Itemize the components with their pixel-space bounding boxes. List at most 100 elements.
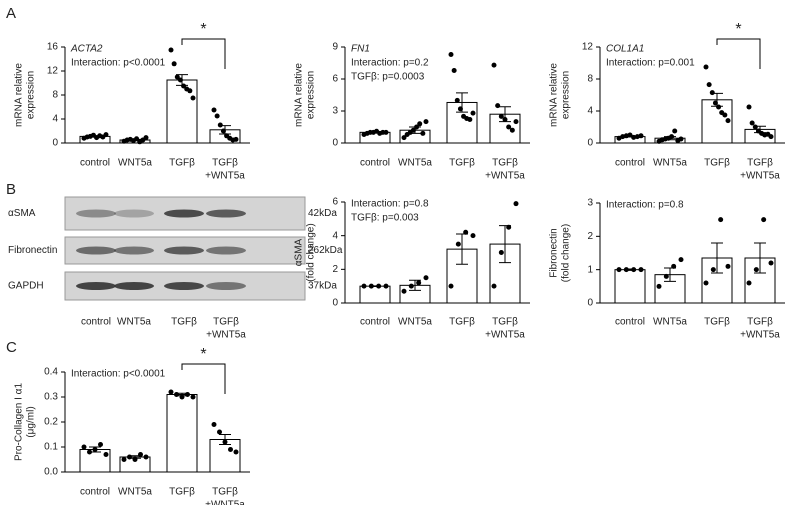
data-point [217,429,222,435]
data-point [638,267,644,273]
annotation: Interaction: p=0.2 [351,58,429,69]
annotation: TGFβ: p=0.0003 [351,72,425,83]
y-tick-label: 0 [332,298,338,309]
data-point [214,113,220,119]
x-tick-label: TGFβ [212,487,238,498]
y-label-line: mRNA relative [294,63,305,127]
annotation: TGFβ: p=0.003 [351,213,419,224]
data-point [663,273,669,279]
y-tick-label: 1 [587,264,593,275]
data-point [181,83,187,89]
data-point [361,283,367,289]
y-label-line: expression [561,71,572,119]
bar [614,269,646,304]
data-point [423,119,429,125]
data-point [174,392,179,397]
y-label: Pro-Collagen I α1 (μg/ml) [14,383,37,461]
data-point [233,449,239,455]
significance-bracket [716,38,761,69]
bar [166,79,198,144]
annotation: Interaction: p=0.8 [351,199,429,210]
blot-band [114,246,154,255]
data-point [631,267,637,273]
error-bar [409,279,421,291]
data-point [623,267,629,273]
x-tick-label: +WNT5a [205,500,245,505]
x-tick-label: control [81,317,111,328]
data-point [168,389,174,395]
error-bar [754,242,766,274]
bar [166,394,198,473]
x-tick-label: TGFβ [449,158,475,169]
data-point [376,283,382,289]
data-point [81,444,87,450]
data-point [509,127,515,133]
data-point [616,267,622,273]
data-point [768,134,774,140]
blot-band [114,282,154,290]
x-tick-label: TGFβ [449,317,475,328]
y-label: mRNA relative expression [294,63,317,127]
data-point [749,120,755,126]
blot-label: Fibronectin [8,245,57,256]
data-point [233,136,239,142]
data-point [716,104,722,110]
x-tick-label: TGFβ [171,317,197,328]
y-tick-label: 6 [332,197,338,208]
x-tick-label: TGFβ [213,317,239,328]
y-tick-label: 2 [587,231,593,242]
x-tick-label: control [615,317,645,328]
data-point [383,129,389,135]
data-point [143,454,149,460]
y-tick-label: 0.4 [44,367,58,378]
y-tick-label: 4 [52,114,58,125]
blot-band [164,209,204,218]
y-tick-label: 6 [332,74,338,85]
data-point [103,132,109,138]
data-point [423,275,429,281]
blot-band [164,282,204,290]
y-tick-label: 16 [47,42,59,53]
data-point [498,250,504,255]
y-label-line: (μg/ml) [26,406,37,437]
blot-band [206,282,246,290]
panel-label: C [6,339,17,356]
data-point [491,283,497,289]
annotation: Interaction: p<0.0001 [71,58,166,69]
x-tick-label: WNT5a [118,158,152,169]
y-label: αSMA (fold change) [294,223,317,281]
data-point [656,283,662,289]
blot-label: GAPDH [8,281,44,292]
data-point [451,67,457,73]
data-point [722,112,728,118]
data-point [454,97,460,103]
blot-band [76,209,116,218]
data-point [455,241,461,247]
blot-band [76,282,116,290]
data-point [414,124,420,130]
blot-band [206,246,246,255]
data-point [513,119,519,125]
y-tick-label: 12 [582,42,594,53]
x-tick-label: TGFβ [212,158,238,169]
data-point [217,122,223,128]
data-point [502,117,508,123]
y-label: mRNA relative expression [549,63,572,127]
data-point [190,95,196,101]
data-point [495,103,501,109]
x-tick-label: WNT5a [398,317,432,328]
blot-label: αSMA [8,208,36,219]
data-point [706,82,712,88]
x-tick-label: WNT5a [117,317,151,328]
data-point [138,452,143,457]
data-point [103,452,109,457]
data-point [98,442,103,447]
blot-size: 37kDa [308,281,337,292]
chart-title: ACTA2 [70,44,103,55]
data-point [211,422,217,427]
data-point [672,128,678,134]
y-label-line: Fibronectin [549,228,560,277]
data-point [513,201,519,207]
y-tick-label: 3 [332,106,338,117]
blot-band [164,246,204,255]
